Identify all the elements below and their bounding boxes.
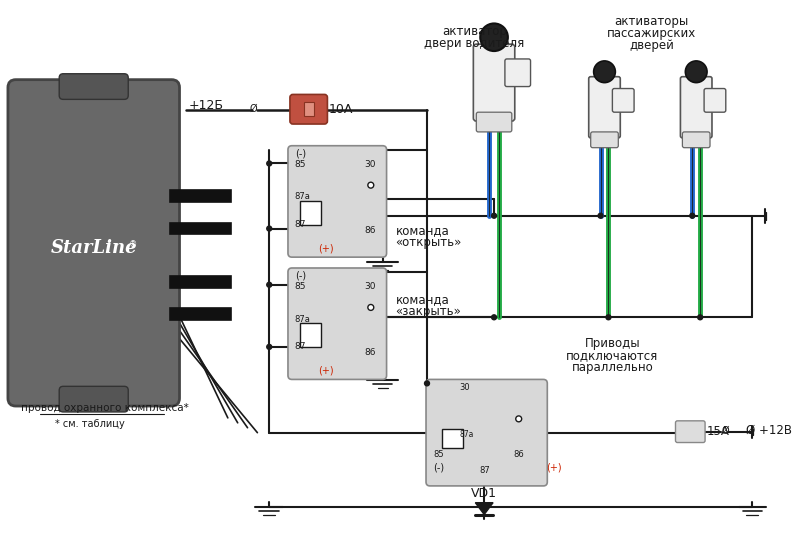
- FancyBboxPatch shape: [288, 268, 386, 379]
- FancyBboxPatch shape: [59, 386, 128, 412]
- Text: +12Б: +12Б: [188, 99, 223, 112]
- Text: 85: 85: [433, 450, 443, 459]
- Text: VD1: VD1: [471, 487, 497, 500]
- Text: 86: 86: [514, 450, 525, 459]
- Circle shape: [698, 315, 702, 320]
- Text: 87a: 87a: [459, 430, 474, 439]
- Text: команда: команда: [395, 224, 450, 237]
- Circle shape: [606, 315, 611, 320]
- Text: «закрыть»: «закрыть»: [395, 305, 462, 318]
- Text: (-): (-): [433, 462, 444, 472]
- Circle shape: [491, 213, 497, 218]
- FancyBboxPatch shape: [612, 88, 634, 112]
- Text: пассажирских: пассажирских: [607, 27, 697, 40]
- Text: активатор: активатор: [442, 25, 506, 38]
- FancyBboxPatch shape: [8, 80, 179, 406]
- Circle shape: [516, 416, 522, 422]
- FancyBboxPatch shape: [675, 421, 705, 442]
- Circle shape: [266, 345, 272, 349]
- FancyBboxPatch shape: [59, 74, 128, 100]
- Text: Ø: Ø: [722, 426, 730, 435]
- FancyBboxPatch shape: [290, 95, 327, 124]
- Text: команда: команда: [395, 293, 450, 306]
- Circle shape: [686, 61, 707, 82]
- Text: 86: 86: [364, 226, 375, 235]
- Text: подключаются: подключаются: [566, 349, 658, 362]
- Circle shape: [491, 315, 497, 320]
- Circle shape: [266, 226, 272, 231]
- Circle shape: [368, 182, 374, 188]
- Text: провод охранного комплекса*: провод охранного комплекса*: [21, 403, 189, 413]
- Circle shape: [266, 282, 272, 287]
- FancyBboxPatch shape: [288, 146, 386, 257]
- Text: 87a: 87a: [295, 315, 310, 324]
- Circle shape: [598, 213, 603, 218]
- Bar: [170, 308, 230, 320]
- Text: 85: 85: [295, 160, 306, 169]
- Text: StarLine: StarLine: [50, 239, 137, 257]
- Text: 87: 87: [295, 220, 306, 229]
- Circle shape: [266, 161, 272, 166]
- Text: двери водителя: двери водителя: [424, 37, 525, 50]
- Text: ®: ®: [129, 240, 138, 249]
- Text: * см. таблицу: * см. таблицу: [55, 419, 125, 429]
- FancyBboxPatch shape: [704, 88, 726, 112]
- Text: 30: 30: [459, 383, 470, 392]
- Polygon shape: [475, 503, 493, 515]
- Circle shape: [480, 24, 508, 51]
- FancyBboxPatch shape: [474, 44, 514, 121]
- FancyBboxPatch shape: [681, 77, 712, 138]
- Bar: [300, 323, 322, 347]
- Text: Ø: Ø: [250, 104, 257, 114]
- Text: (-): (-): [295, 271, 306, 281]
- Text: 10А: 10А: [328, 103, 353, 116]
- Text: (+): (+): [318, 243, 334, 253]
- Text: Ø +12В: Ø +12В: [746, 424, 793, 437]
- Text: 87a: 87a: [295, 193, 310, 202]
- Text: (-): (-): [295, 149, 306, 158]
- FancyBboxPatch shape: [682, 132, 710, 148]
- FancyBboxPatch shape: [590, 132, 618, 148]
- Text: параллельно: параллельно: [571, 361, 654, 374]
- Text: Приводы: Приводы: [585, 338, 640, 350]
- Bar: [304, 102, 314, 116]
- FancyBboxPatch shape: [589, 77, 620, 138]
- Text: 30: 30: [364, 282, 375, 291]
- Bar: [300, 201, 322, 225]
- Bar: [442, 429, 463, 448]
- Text: 87: 87: [479, 465, 490, 475]
- Circle shape: [594, 61, 615, 82]
- Text: (+): (+): [546, 462, 562, 472]
- Text: 85: 85: [295, 282, 306, 291]
- FancyBboxPatch shape: [505, 59, 530, 87]
- Text: 87: 87: [295, 342, 306, 351]
- Bar: [170, 276, 230, 288]
- Circle shape: [368, 304, 374, 310]
- Circle shape: [690, 213, 694, 218]
- Bar: [170, 223, 230, 234]
- Text: 15А: 15А: [707, 425, 730, 438]
- Text: 86: 86: [364, 348, 375, 357]
- Text: дверей: дверей: [630, 39, 674, 52]
- FancyBboxPatch shape: [426, 379, 547, 486]
- Text: (+): (+): [318, 365, 334, 376]
- Text: 30: 30: [364, 160, 375, 169]
- Text: активаторы: активаторы: [614, 15, 689, 28]
- Text: «открыть»: «открыть»: [395, 236, 462, 249]
- FancyBboxPatch shape: [476, 112, 512, 132]
- Bar: [170, 190, 230, 202]
- Circle shape: [425, 381, 430, 386]
